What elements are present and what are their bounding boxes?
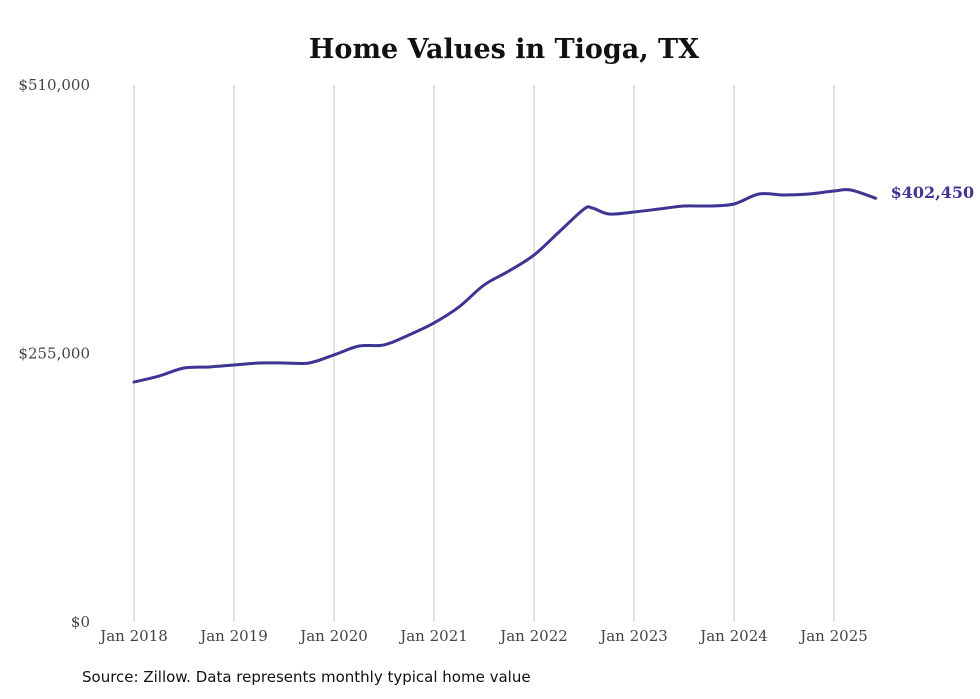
x-tick-label: Jan 2020 [298,627,368,645]
x-tick-label: Jan 2019 [198,627,268,645]
y-tick-label: $510,000 [18,76,90,94]
y-tick-label: $0 [71,613,90,631]
x-tick-label: Jan 2018 [98,627,168,645]
x-tick-label: Jan 2024 [698,627,768,645]
x-tick-label: Jan 2022 [498,627,568,645]
x-tick-label: Jan 2023 [598,627,668,645]
y-tick-label: $255,000 [18,345,90,363]
x-tick-label: Jan 2025 [798,627,868,645]
x-tick-label: Jan 2021 [398,627,468,645]
chart-title: Home Values in Tioga, TX [309,34,699,65]
source-note: Source: Zillow. Data represents monthly … [82,668,531,686]
end-value-label: $402,450 [891,183,975,202]
home-value-line [132,188,878,384]
